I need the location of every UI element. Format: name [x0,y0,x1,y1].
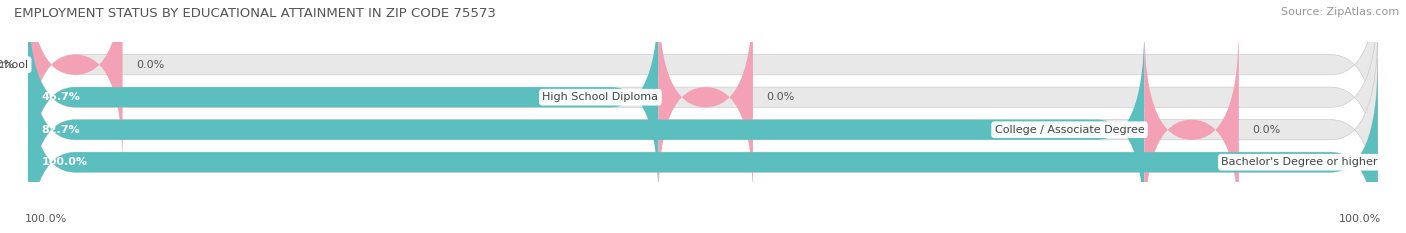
FancyBboxPatch shape [658,0,754,201]
Text: 82.7%: 82.7% [42,125,80,135]
Text: 46.7%: 46.7% [42,92,80,102]
FancyBboxPatch shape [28,0,1378,168]
FancyBboxPatch shape [28,26,1378,233]
Text: 0.0%: 0.0% [1253,125,1281,135]
Text: 100.0%: 100.0% [25,214,67,224]
FancyBboxPatch shape [1378,58,1406,233]
Text: 0.0%: 0.0% [136,60,165,70]
Text: 0.0%: 0.0% [766,92,794,102]
Text: 100.0%: 100.0% [42,157,87,167]
Text: Bachelor's Degree or higher: Bachelor's Degree or higher [1222,157,1378,167]
FancyBboxPatch shape [28,0,122,168]
Text: Source: ZipAtlas.com: Source: ZipAtlas.com [1281,7,1399,17]
Text: College / Associate Degree: College / Associate Degree [994,125,1144,135]
FancyBboxPatch shape [28,58,1378,233]
Text: High School Diploma: High School Diploma [543,92,658,102]
Text: 100.0%: 100.0% [1339,214,1381,224]
FancyBboxPatch shape [28,0,658,201]
FancyBboxPatch shape [1144,26,1239,233]
FancyBboxPatch shape [28,26,1144,233]
Text: EMPLOYMENT STATUS BY EDUCATIONAL ATTAINMENT IN ZIP CODE 75573: EMPLOYMENT STATUS BY EDUCATIONAL ATTAINM… [14,7,496,20]
Text: Less than High School: Less than High School [0,60,28,70]
Text: 0.0%: 0.0% [0,60,14,70]
FancyBboxPatch shape [28,58,1378,233]
FancyBboxPatch shape [28,0,1378,201]
